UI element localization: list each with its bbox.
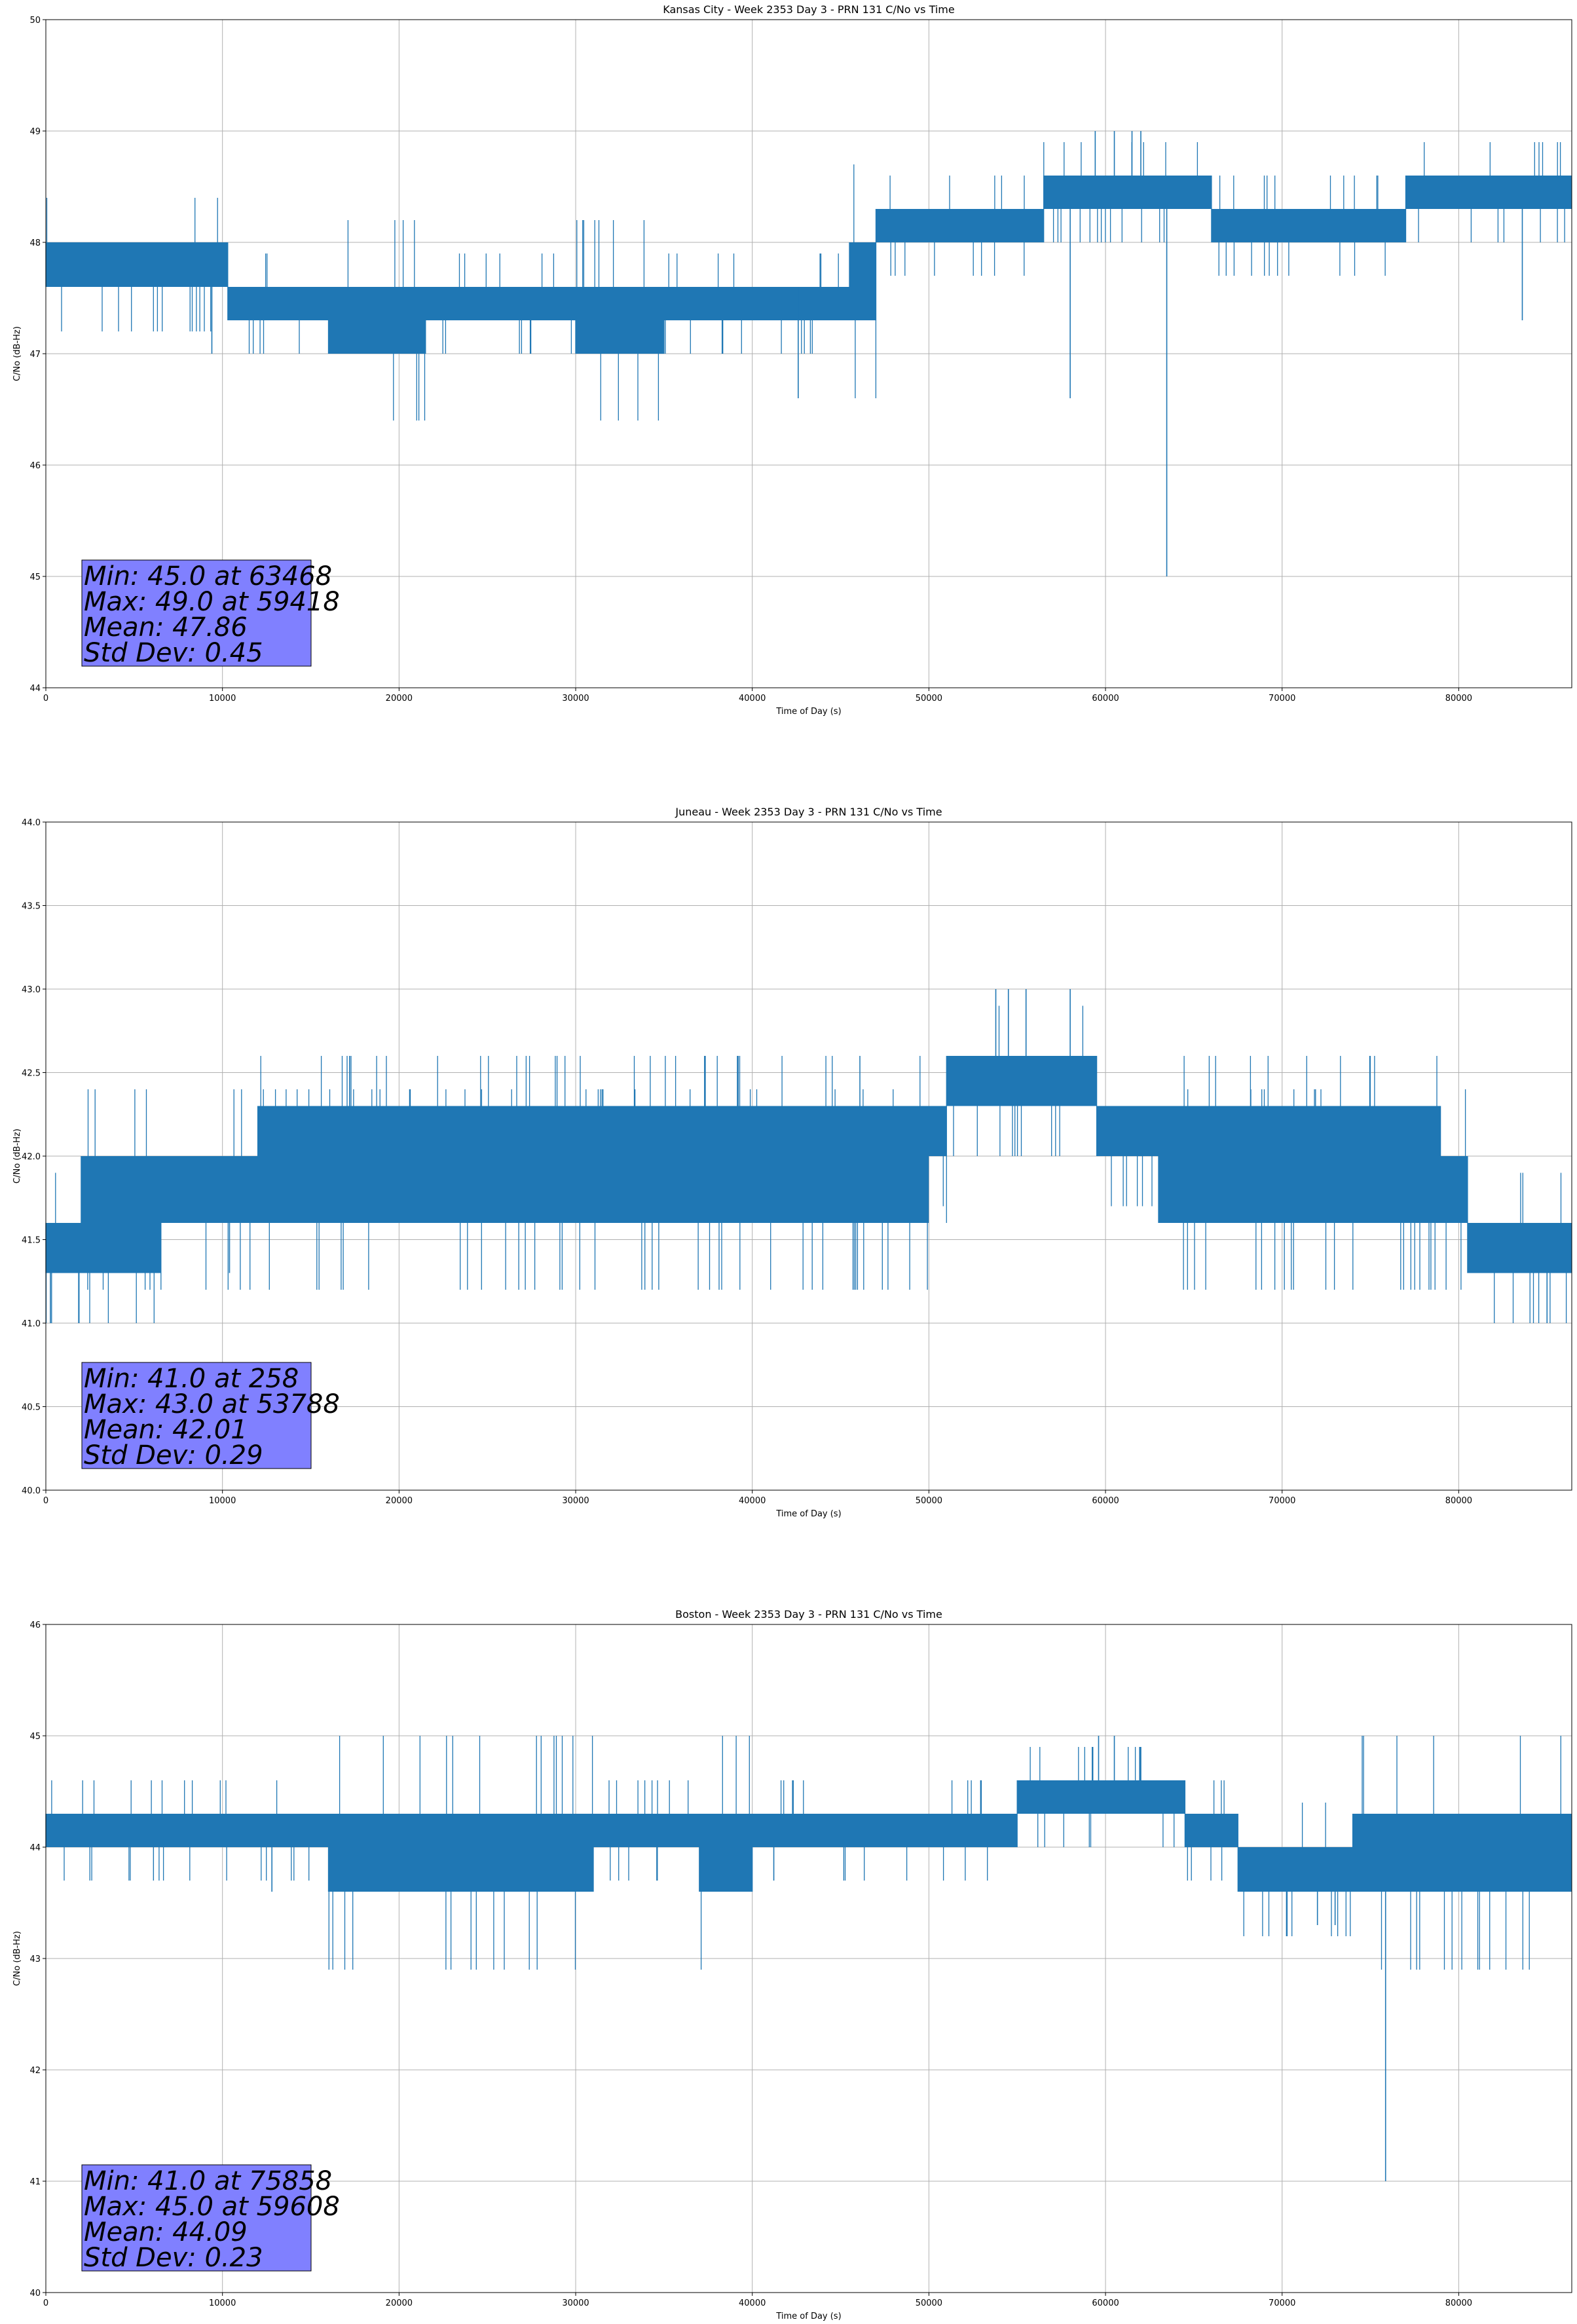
y-tick-label: 43 bbox=[29, 1955, 41, 1964]
x-tick-label: 10000 bbox=[209, 694, 236, 703]
x-tick-label: 60000 bbox=[1092, 2298, 1119, 2308]
x-tick-label: 10000 bbox=[209, 2298, 236, 2308]
x-tick-label: 80000 bbox=[1445, 694, 1472, 703]
y-tick-label: 49 bbox=[29, 127, 41, 137]
x-tick-label: 80000 bbox=[1445, 1496, 1472, 1506]
stats-box bbox=[81, 2164, 312, 2272]
stats-max: Max: 43.0 at 53788 bbox=[84, 1389, 340, 1419]
y-tick-label: 42 bbox=[29, 2066, 41, 2076]
stats-std: Std Dev: 0.45 bbox=[84, 638, 263, 668]
y-axis-label: C/No (dB-Hz) bbox=[12, 1931, 22, 1986]
x-axis-label: Time of Day (s) bbox=[775, 1509, 841, 1519]
y-tick-label: 42.0 bbox=[22, 1152, 41, 1162]
stats-max: Max: 45.0 at 59608 bbox=[84, 2192, 340, 2222]
stats-min: Min: 41.0 at 75858 bbox=[84, 2166, 332, 2196]
x-tick-label: 30000 bbox=[562, 2298, 589, 2308]
x-tick-label: 40000 bbox=[739, 1496, 766, 1506]
chart-title: Boston - Week 2353 Day 3 - PRN 131 C/No … bbox=[675, 1608, 942, 1621]
x-tick-label: 0 bbox=[43, 694, 48, 703]
chart-title: Juneau - Week 2353 Day 3 - PRN 131 C/No … bbox=[675, 806, 942, 818]
x-tick-label: 50000 bbox=[916, 2298, 942, 2308]
stats-min: Min: 41.0 at 258 bbox=[84, 1364, 299, 1394]
stats-std: Std Dev: 0.29 bbox=[84, 1440, 263, 1471]
stats-max: Max: 49.0 at 59418 bbox=[84, 587, 340, 617]
y-tick-label: 44.0 bbox=[22, 818, 41, 828]
x-tick-label: 60000 bbox=[1092, 694, 1119, 703]
x-tick-label: 50000 bbox=[916, 694, 942, 703]
x-tick-label: 20000 bbox=[386, 1496, 413, 1506]
y-tick-label: 47 bbox=[29, 350, 41, 360]
y-tick-label: 42.5 bbox=[22, 1069, 41, 1079]
stats-min: Min: 45.0 at 63468 bbox=[84, 561, 332, 591]
stats-mean: Mean: 47.86 bbox=[84, 612, 248, 643]
y-tick-label: 46 bbox=[29, 1621, 41, 1630]
y-tick-label: 44 bbox=[29, 1843, 41, 1853]
x-tick-label: 50000 bbox=[916, 1496, 942, 1506]
stats-mean: Mean: 44.09 bbox=[84, 2217, 248, 2247]
chart-title: Kansas City - Week 2353 Day 3 - PRN 131 … bbox=[663, 3, 954, 16]
x-tick-label: 30000 bbox=[562, 694, 589, 703]
x-tick-label: 20000 bbox=[386, 2298, 413, 2308]
y-tick-label: 41.5 bbox=[22, 1236, 41, 1246]
chart-panel-3: 0 10000 20000 30000 40000 50000 60000 70000 8000… bbox=[12, 1608, 1572, 2321]
x-tick-label: 20000 bbox=[386, 694, 413, 703]
y-tick-label: 43.5 bbox=[22, 902, 41, 912]
stats-std: Std Dev: 0.23 bbox=[84, 2243, 263, 2273]
y-axis-label: C/No (dB-Hz) bbox=[12, 1129, 22, 1184]
y-tick-label: 41.0 bbox=[22, 1319, 41, 1329]
x-axis-label: Time of Day (s) bbox=[775, 707, 841, 717]
y-tick-label: 44 bbox=[29, 684, 41, 694]
y-axis-label: C/No (dB-Hz) bbox=[12, 326, 22, 381]
y-tick-label: 40 bbox=[29, 2289, 41, 2298]
stats-box bbox=[81, 559, 312, 667]
x-tick-label: 0 bbox=[43, 1496, 48, 1506]
y-tick-label: 50 bbox=[29, 16, 41, 26]
y-tick-label: 45 bbox=[29, 1732, 41, 1742]
x-tick-label: 30000 bbox=[562, 1496, 589, 1506]
x-tick-label: 40000 bbox=[739, 694, 766, 703]
x-tick-label: 10000 bbox=[209, 1496, 236, 1506]
chart-panel-1: 0 10000 20000 30000 40000 50000 60000 70000 8000… bbox=[12, 3, 1572, 717]
x-tick-label: 60000 bbox=[1092, 1496, 1119, 1506]
x-tick-label: 80000 bbox=[1445, 2298, 1472, 2308]
y-tick-label: 40.0 bbox=[22, 1486, 41, 1496]
y-tick-label: 41 bbox=[29, 2177, 41, 2187]
stats-box bbox=[81, 1362, 312, 1469]
y-tick-label: 45 bbox=[29, 572, 41, 582]
y-tick-label: 46 bbox=[29, 461, 41, 471]
y-tick-label: 43.0 bbox=[22, 985, 41, 995]
x-axis-label: Time of Day (s) bbox=[775, 2312, 841, 2321]
x-tick-label: 70000 bbox=[1269, 1496, 1295, 1506]
x-tick-label: 40000 bbox=[739, 2298, 766, 2308]
y-tick-label: 48 bbox=[29, 238, 41, 248]
chart-panel-2: 0 10000 20000 30000 40000 50000 60000 70000 8000… bbox=[12, 806, 1572, 1519]
x-tick-label: 70000 bbox=[1269, 694, 1295, 703]
x-tick-label: 70000 bbox=[1269, 2298, 1295, 2308]
stats-mean: Mean: 42.01 bbox=[84, 1415, 248, 1445]
y-tick-label: 40.5 bbox=[22, 1403, 41, 1413]
x-tick-label: 0 bbox=[43, 2298, 48, 2308]
